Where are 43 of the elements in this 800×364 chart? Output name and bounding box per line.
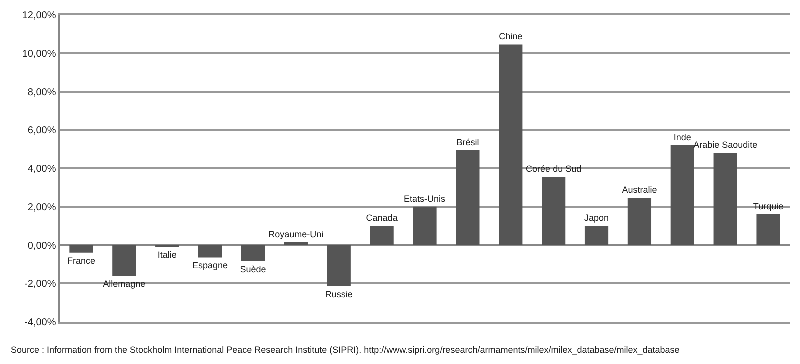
y-tick-label: 2,00% bbox=[28, 202, 56, 214]
x-tick-label: Chine bbox=[499, 32, 523, 42]
y-tick-label: 10,00% bbox=[22, 48, 56, 60]
x-tick-label: France bbox=[67, 256, 96, 266]
bar bbox=[756, 214, 780, 246]
bar bbox=[670, 145, 694, 246]
bar bbox=[70, 245, 94, 253]
x-tick-label: Etats-Unis bbox=[404, 194, 446, 204]
bar bbox=[284, 242, 308, 246]
x-tick-label: Russie bbox=[325, 290, 353, 300]
bar bbox=[198, 245, 222, 258]
bar bbox=[241, 245, 266, 262]
bar bbox=[413, 206, 437, 246]
x-tick-label: Espagne bbox=[192, 260, 228, 271]
bar bbox=[456, 150, 480, 246]
x-tick-label: Japon bbox=[584, 213, 610, 224]
x-tick-label: Brésil bbox=[456, 137, 480, 148]
y-tick-label: 0,00% bbox=[28, 240, 56, 252]
y-tick-label: 4,00% bbox=[28, 164, 56, 175]
source-note: Source : Information from the Stockholm International Peace Research Institute (SIPRI). http://www.sipri.org/research/armaments/milex/milex_database/milex_database bbox=[11, 345, 680, 355]
bar bbox=[542, 177, 566, 246]
y-tick-label: 12,00% bbox=[22, 10, 56, 22]
x-tick-label: Royaume-Uni bbox=[268, 229, 324, 240]
bar bbox=[628, 198, 652, 246]
bar bbox=[499, 44, 523, 246]
x-tick-label: Corée du Sud bbox=[526, 164, 582, 174]
x-tick-label: Canada bbox=[366, 213, 398, 224]
bar bbox=[714, 153, 738, 246]
bar bbox=[370, 226, 394, 246]
x-tick-label: Inde bbox=[674, 132, 692, 142]
x-tick-label: Suède bbox=[240, 264, 266, 275]
y-tick-label: -2,00% bbox=[24, 279, 56, 290]
x-tick-label: Allemagne bbox=[103, 278, 146, 289]
bar bbox=[327, 245, 351, 286]
y-tick-label: 8,00% bbox=[28, 87, 56, 98]
x-tick-label: Australie bbox=[622, 185, 658, 196]
bar bbox=[112, 245, 136, 276]
x-tick-label: Arabie Saoudite bbox=[694, 140, 758, 150]
y-tick-label: -4,00% bbox=[24, 318, 56, 328]
x-tick-label: Italie bbox=[158, 250, 177, 260]
x-tick-label: Turquie bbox=[753, 202, 784, 212]
y-tick-label: 6,00% bbox=[28, 126, 56, 137]
bar bbox=[584, 226, 609, 246]
